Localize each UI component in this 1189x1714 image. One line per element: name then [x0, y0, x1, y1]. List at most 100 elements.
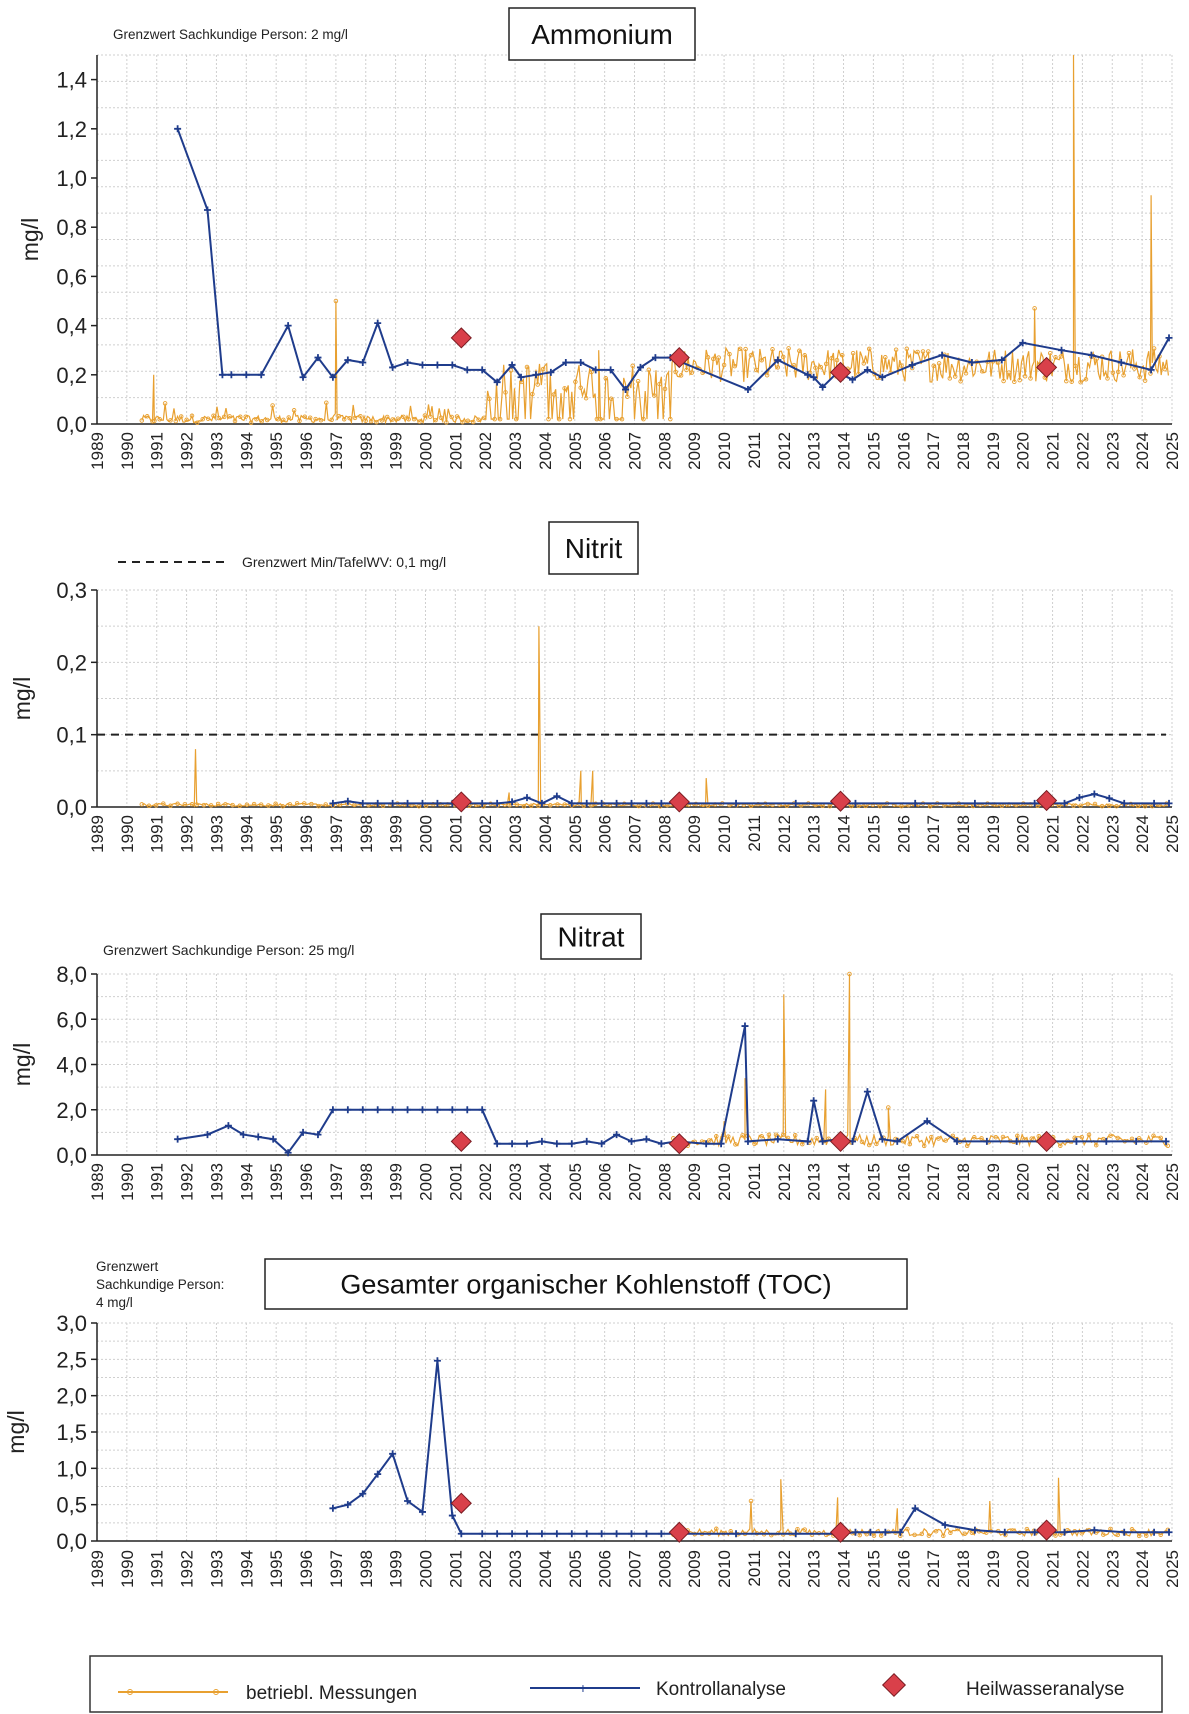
betriebl-point: [936, 1136, 941, 1141]
betriebl-point: [914, 1133, 920, 1139]
kontroll-point: [359, 1106, 367, 1114]
betriebl-point: [721, 362, 727, 368]
kontroll-point: [329, 1106, 337, 1114]
betriebl-point: [993, 1134, 999, 1140]
x-tick-label: 1995: [267, 432, 286, 470]
betriebl-point: [535, 382, 540, 387]
kontroll-point: [1147, 366, 1155, 374]
betriebl-point: [646, 367, 652, 373]
x-tick-label: 1991: [148, 1163, 167, 1201]
kontroll-point: [866, 1528, 874, 1536]
kontroll-point: [269, 1135, 277, 1143]
betriebl-point: [153, 803, 159, 808]
kontroll-point: [314, 354, 322, 362]
kontroll-point: [433, 799, 441, 807]
kontroll-point: [642, 799, 650, 807]
betriebl-point: [144, 414, 150, 419]
heil-point: [829, 790, 852, 812]
x-tick-label: 2002: [476, 815, 495, 853]
kontroll-point: [344, 1501, 352, 1509]
kontroll-point: [863, 366, 871, 374]
x-tick-label: 2018: [954, 432, 973, 470]
betriebl-point: [1015, 1133, 1020, 1139]
x-tick-label: 2012: [775, 1550, 794, 1588]
y-tick-label: 0,0: [56, 412, 87, 437]
betriebl-point: [979, 369, 985, 374]
series-heilwasseranalyse: [450, 327, 1058, 383]
betriebl-point: [540, 366, 546, 372]
kontroll-point: [433, 1357, 441, 1365]
x-tick-label: 2022: [1073, 1163, 1092, 1201]
y-tick-label: 0,1: [56, 723, 87, 748]
x-tick-label: 2023: [1103, 432, 1122, 470]
kontroll-point: [374, 1106, 382, 1114]
x-tick-label: 2003: [506, 1550, 525, 1588]
betriebl-point: [684, 367, 689, 373]
betriebl-point: [920, 349, 926, 354]
betriebl-point: [904, 346, 910, 352]
betriebl-point: [748, 352, 754, 358]
x-tick-label: 2021: [1044, 1163, 1063, 1201]
x-tick-label: 2017: [924, 1163, 943, 1201]
kontroll-point: [568, 1530, 576, 1538]
betriebl-point: [912, 1532, 917, 1538]
betriebl-point: [861, 361, 867, 366]
kontroll-point: [389, 799, 397, 807]
kontroll-point: [792, 1530, 800, 1538]
x-tick-label: 2006: [596, 815, 615, 853]
kontroll-point: [1031, 799, 1039, 807]
betriebl-point: [273, 801, 278, 806]
betriebl-point: [546, 416, 551, 422]
betriebl-point: [834, 357, 840, 363]
betriebl-point: [508, 368, 514, 373]
betriebl-point: [1017, 377, 1022, 383]
betriebl-point: [947, 376, 953, 381]
kontroll-point: [284, 322, 292, 330]
betriebl-point: [1069, 379, 1074, 384]
betriebl-point: [673, 369, 678, 375]
kontroll-point: [344, 797, 352, 805]
kontroll-point: [329, 1504, 337, 1512]
x-tick-label: 1999: [387, 1163, 406, 1201]
betriebl-point: [201, 802, 207, 808]
betriebl-point: [770, 347, 775, 352]
betriebl-point: [562, 386, 567, 391]
kontroll-point: [374, 799, 382, 807]
betriebl-point: [578, 385, 583, 390]
betriebl-point: [301, 801, 307, 806]
y-tick-label: 3,0: [56, 1311, 87, 1336]
kontroll-point: [538, 1530, 546, 1538]
betriebl-point: [287, 802, 293, 807]
kontroll-point: [254, 1133, 262, 1141]
kontroll-point: [583, 1530, 591, 1538]
betriebl-point: [1092, 801, 1098, 807]
x-tick-label: 2017: [924, 1550, 943, 1588]
betriebl-point: [341, 417, 347, 422]
chart-title-box: [264, 1258, 908, 1310]
kontroll-point: [448, 1512, 456, 1520]
kontroll-point: [968, 359, 976, 366]
betriebl-point: [748, 1498, 754, 1504]
kontroll-point: [732, 1530, 740, 1538]
x-tick-label: 1999: [387, 815, 406, 853]
kontroll-point: [613, 1530, 621, 1538]
x-tick-label: 1994: [237, 1550, 256, 1588]
betriebl-point: [813, 365, 818, 370]
betriebl-point: [948, 1530, 953, 1536]
kontroll-point: [792, 799, 800, 807]
kontroll-point: [1001, 1528, 1009, 1536]
betriebl-line: [141, 626, 1170, 808]
kontroll-point: [553, 1140, 561, 1148]
betriebl-point: [936, 361, 942, 366]
kontroll-point: [1072, 1137, 1080, 1145]
heil-point: [668, 346, 690, 369]
betriebl-point: [1115, 1532, 1120, 1538]
betriebl-point: [182, 802, 188, 807]
betriebl-point: [1079, 1134, 1085, 1140]
betriebl-point: [1121, 373, 1126, 378]
kontroll-point: [508, 798, 516, 806]
kontroll-point: [863, 1088, 871, 1096]
betriebl-point: [254, 416, 259, 422]
kontroll-point: [463, 1106, 471, 1114]
